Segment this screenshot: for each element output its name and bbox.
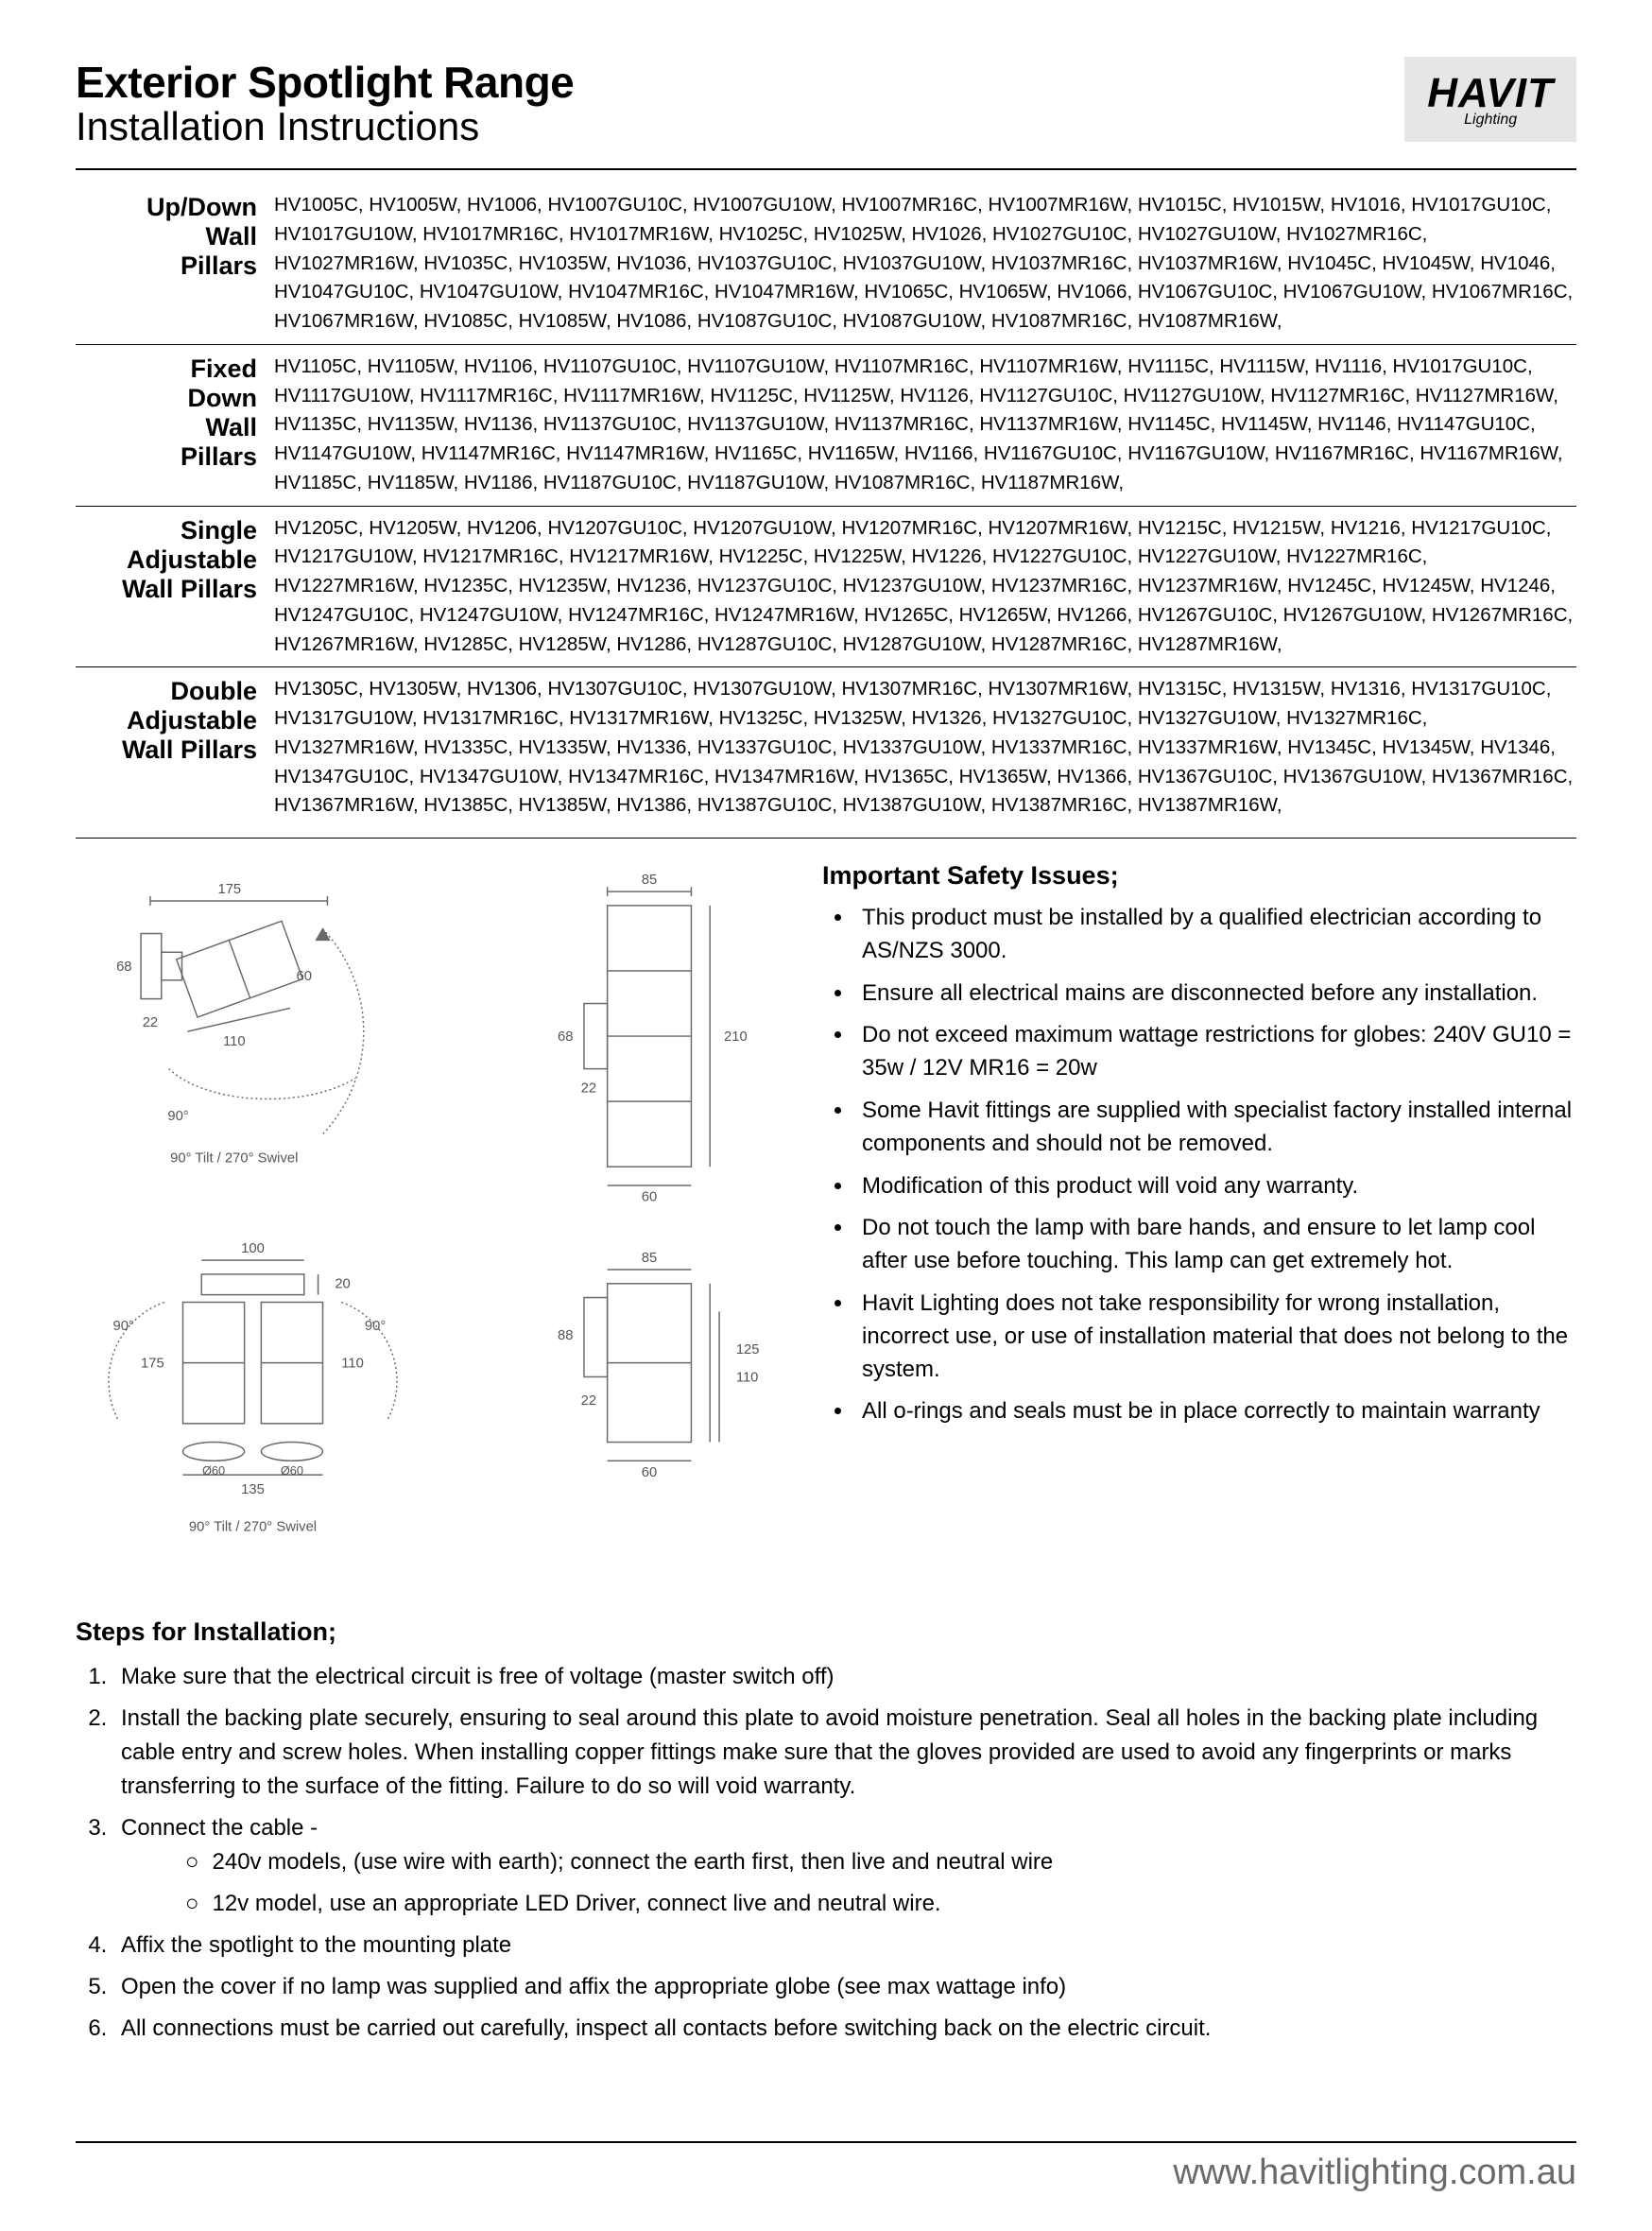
svg-text:68: 68 <box>558 1029 573 1045</box>
title-block: Exterior Spotlight Range Installation In… <box>76 57 574 149</box>
svg-text:68: 68 <box>116 960 131 975</box>
svg-text:60: 60 <box>297 969 312 984</box>
category-label: SingleAdjustableWall Pillars <box>76 514 274 604</box>
footer-url: www.havitlighting.com.au <box>76 2153 1576 2193</box>
diagram-double-adjustable: 100 20 175 110 Ø60 Ø60 135 90° 90° 90° T… <box>76 1230 430 1589</box>
svg-text:90°: 90° <box>365 1319 386 1334</box>
step-item: Affix the spotlight to the mounting plat… <box>113 1928 1576 1963</box>
safety-section: Important Safety Issues; This product mu… <box>822 861 1576 1589</box>
safety-item: Modification of this product will void a… <box>854 1170 1576 1203</box>
category-label: Up/DownWallPillars <box>76 191 274 281</box>
svg-text:85: 85 <box>642 1251 657 1266</box>
steps-list: Make sure that the electrical circuit is… <box>76 1660 1576 2046</box>
diagrams: 175 68 22 110 60 90° 90° Tilt / 270° Swi… <box>76 861 794 1589</box>
safety-item: Do not touch the lamp with bare hands, a… <box>854 1212 1576 1278</box>
svg-text:110: 110 <box>223 1034 246 1049</box>
svg-text:85: 85 <box>642 873 657 888</box>
safety-list: This product must be installed by a qual… <box>822 902 1576 1428</box>
svg-text:22: 22 <box>581 1081 596 1096</box>
step-text: Connect the cable - <box>121 1815 318 1841</box>
svg-text:110: 110 <box>736 1370 759 1385</box>
step-item: Open the cover if no lamp was supplied a… <box>113 1970 1576 2004</box>
safety-item: Some Havit fittings are supplied with sp… <box>854 1095 1576 1161</box>
svg-text:175: 175 <box>141 1357 164 1372</box>
footer: www.havitlighting.com.au <box>76 2141 1576 2193</box>
safety-heading: Important Safety Issues; <box>822 861 1576 891</box>
sub-step-item: 12v model, use an appropriate LED Driver… <box>178 1887 1576 1921</box>
svg-text:135: 135 <box>241 1482 265 1497</box>
svg-text:22: 22 <box>581 1393 596 1409</box>
step-item: Make sure that the electrical circuit is… <box>113 1660 1576 1694</box>
category-codes: HV1205C, HV1205W, HV1206, HV1207GU10C, H… <box>274 514 1576 660</box>
svg-text:88: 88 <box>558 1328 573 1343</box>
svg-text:90°: 90° <box>112 1319 133 1334</box>
diagram-fixed-down: 85 88 22 110 125 60 <box>439 1230 794 1589</box>
svg-text:Ø60: Ø60 <box>202 1463 225 1478</box>
divider <box>76 168 1576 170</box>
category-codes: HV1005C, HV1005W, HV1006, HV1007GU10C, H… <box>274 191 1576 337</box>
category-label: DoubleAdjustableWall Pillars <box>76 675 274 765</box>
category-row: Up/DownWallPillars HV1005C, HV1005W, HV1… <box>76 183 1576 344</box>
logo: HAVIT Lighting <box>1404 57 1576 142</box>
page-subtitle: Installation Instructions <box>76 104 574 149</box>
safety-item: Ensure all electrical mains are disconne… <box>854 977 1576 1011</box>
svg-text:110: 110 <box>341 1357 364 1372</box>
safety-item: Havit Lighting does not take responsibil… <box>854 1288 1576 1386</box>
svg-text:60: 60 <box>642 1190 657 1205</box>
svg-text:125: 125 <box>736 1342 760 1358</box>
diagram-updown-pillar: 85 68 22 210 60 <box>439 861 794 1220</box>
logo-text: HAVIT <box>1427 70 1554 117</box>
safety-item: All o-rings and seals must be in place c… <box>854 1395 1576 1428</box>
svg-text:175: 175 <box>217 882 241 897</box>
steps-heading: Steps for Installation; <box>76 1617 1576 1647</box>
step-item: Connect the cable - 240v models, (use wi… <box>113 1811 1576 1921</box>
svg-text:Ø60: Ø60 <box>281 1463 303 1478</box>
sub-step-item: 240v models, (use wire with earth); conn… <box>178 1845 1576 1879</box>
category-row: DoubleAdjustableWall Pillars HV1305C, HV… <box>76 667 1576 828</box>
diagram-single-adjustable: 175 68 22 110 60 90° 90° Tilt / 270° Swi… <box>76 861 430 1220</box>
safety-item: This product must be installed by a qual… <box>854 902 1576 968</box>
divider <box>76 2141 1576 2143</box>
category-codes: HV1105C, HV1105W, HV1106, HV1107GU10C, H… <box>274 353 1576 498</box>
mid-section: 175 68 22 110 60 90° 90° Tilt / 270° Swi… <box>76 861 1576 1589</box>
safety-item: Do not exceed maximum wattage restrictio… <box>854 1019 1576 1085</box>
svg-text:90°: 90° <box>167 1109 188 1124</box>
category-label: FixedDownWallPillars <box>76 353 274 472</box>
category-row: FixedDownWallPillars HV1105C, HV1105W, H… <box>76 345 1576 506</box>
page-title: Exterior Spotlight Range <box>76 57 574 108</box>
svg-text:60: 60 <box>642 1465 657 1480</box>
header: Exterior Spotlight Range Installation In… <box>76 57 1576 149</box>
steps-section: Steps for Installation; Make sure that t… <box>76 1617 1576 2046</box>
svg-text:20: 20 <box>335 1277 350 1292</box>
step-item: All connections must be carried out care… <box>113 2012 1576 2046</box>
step-item: Install the backing plate securely, ensu… <box>113 1702 1576 1804</box>
category-codes: HV1305C, HV1305W, HV1306, HV1307GU10C, H… <box>274 675 1576 821</box>
svg-text:22: 22 <box>143 1015 158 1030</box>
svg-text:90° Tilt / 270° Swivel: 90° Tilt / 270° Swivel <box>189 1519 317 1534</box>
svg-text:210: 210 <box>724 1029 748 1045</box>
svg-text:90° Tilt / 270° Swivel: 90° Tilt / 270° Swivel <box>170 1150 298 1166</box>
sub-steps: 240v models, (use wire with earth); conn… <box>121 1845 1576 1921</box>
category-row: SingleAdjustableWall Pillars HV1205C, HV… <box>76 507 1576 667</box>
divider <box>76 838 1576 839</box>
svg-text:100: 100 <box>241 1241 265 1256</box>
